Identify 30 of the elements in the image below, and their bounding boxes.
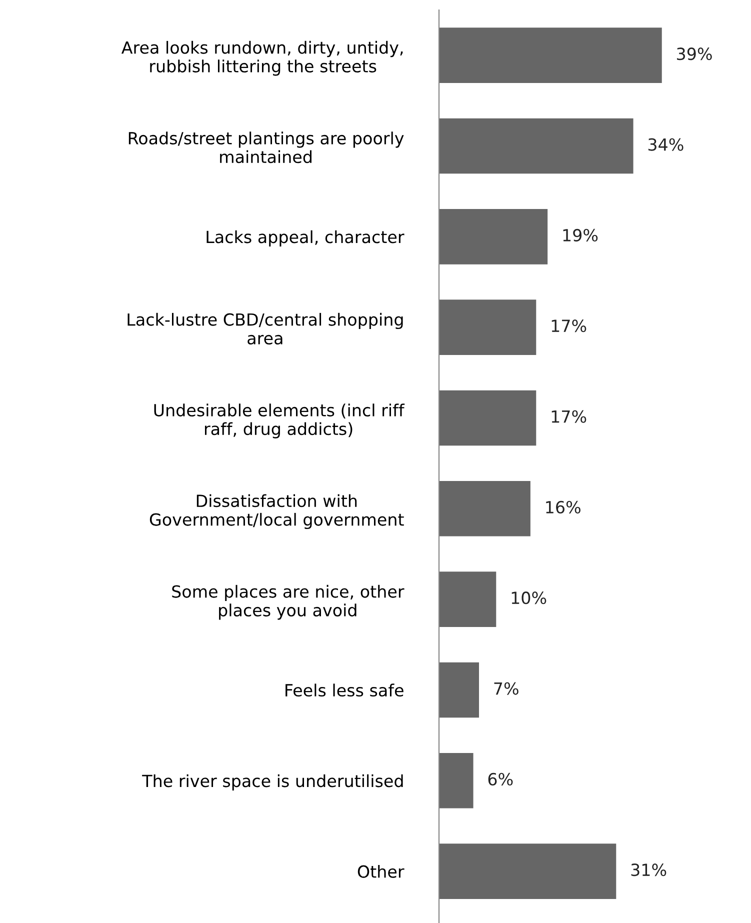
data-label: 39% xyxy=(677,48,712,60)
bar xyxy=(439,28,662,83)
y-tick-label: Dissatisfaction with Government/local government xyxy=(150,494,404,530)
bar xyxy=(439,390,536,446)
bar xyxy=(439,481,530,536)
data-label: 31% xyxy=(631,864,666,876)
data-label: 7% xyxy=(494,682,518,695)
bar xyxy=(439,572,496,627)
bar xyxy=(439,300,536,355)
y-tick-label: Some places are nice, other places you avoid xyxy=(172,584,404,620)
bar xyxy=(439,753,474,808)
y-tick-label: Undesirable elements (incl riff raff, drug addicts) xyxy=(154,404,405,438)
bar xyxy=(439,209,548,264)
data-label: 17% xyxy=(552,320,586,332)
y-tick-label: The river space is underutilised xyxy=(142,774,403,790)
y-tick-label: Area looks rundown, dirty, untidy, rubbish littering the streets xyxy=(121,40,403,76)
data-label: 16% xyxy=(546,500,580,514)
data-label: 6% xyxy=(488,772,513,786)
data-label: 19% xyxy=(563,228,598,242)
bar xyxy=(439,118,634,174)
y-tick-label: Other xyxy=(358,864,404,878)
data-label: 17% xyxy=(552,410,586,423)
y-tick-label: Lacks appeal, character xyxy=(206,230,404,246)
data-label: 10% xyxy=(512,592,546,604)
bar xyxy=(439,662,479,718)
bar xyxy=(439,844,616,899)
y-tick-label: Roads/street plantings are poorly maintained xyxy=(128,132,404,164)
data-label: 34% xyxy=(648,138,684,151)
y-tick-label: Feels less safe xyxy=(286,684,404,697)
y-tick-label: Lack-lustre CBD/central shopping area xyxy=(128,312,403,344)
